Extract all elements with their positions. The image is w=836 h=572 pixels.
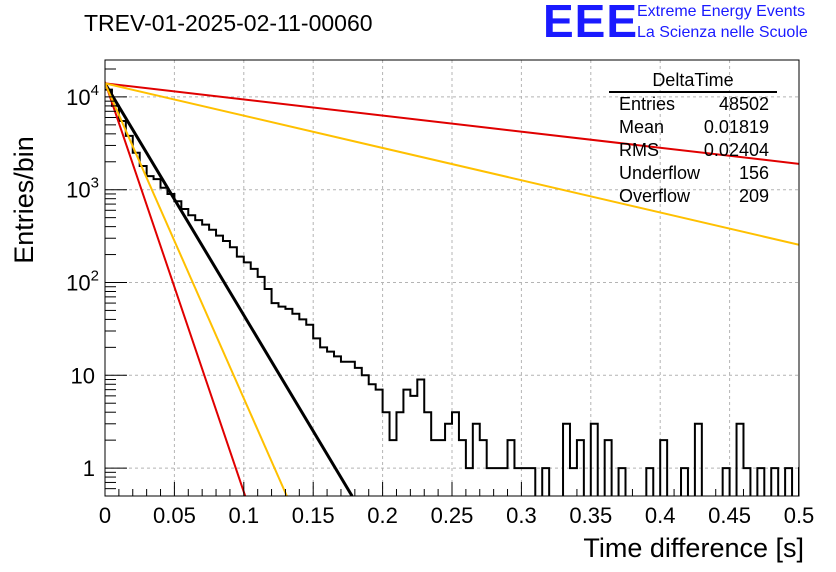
y-tick-label: 10 (71, 363, 95, 388)
stats-row-underflow: Underflow 156 (609, 162, 777, 185)
y-tick-label: 1 (83, 456, 95, 481)
x-tick-label: 0.4 (645, 503, 676, 528)
fit-line (105, 81, 247, 496)
logo-line-2: La Scienza nelle Scuole (637, 24, 808, 41)
x-tick-label: 0.05 (153, 503, 196, 528)
x-tick-label: 0.25 (431, 503, 474, 528)
logo-line-1: Extreme Energy Events (637, 3, 806, 20)
y-tick-label: 103 (66, 175, 99, 203)
eee-logo: EEE (543, 0, 639, 47)
fit-line (105, 82, 799, 165)
x-tick-label: 0.5 (784, 503, 815, 528)
stats-value: 0.01819 (703, 117, 769, 137)
x-tick-label: 0.2 (367, 503, 398, 528)
x-tick-label: 0.1 (229, 503, 260, 528)
stats-box: DeltaTime Entries 48502 Mean 0.01819 RMS 0.… (609, 70, 777, 208)
stats-value: 48502 (718, 94, 769, 114)
chart-title: TREV-01-2025-02-11-00060 (84, 10, 373, 36)
x-tick-label: 0.45 (708, 503, 751, 528)
stats-label: Overflow (619, 186, 691, 206)
y-tick-label: 104 (66, 82, 99, 110)
stats-title: DeltaTime (609, 70, 777, 93)
x-tick-label: 0.3 (506, 503, 537, 528)
fit-line (105, 82, 799, 246)
stats-row-overflow: Overflow 209 (609, 185, 777, 208)
x-tick-label: 0 (99, 503, 111, 528)
y-axis-label-box: Entries/bin (8, 136, 39, 264)
stats-label: Underflow (619, 163, 701, 183)
stats-value: 156 (738, 163, 769, 183)
stats-row-rms: RMS 0.02404 (609, 139, 777, 162)
stats-label: Entries (619, 94, 676, 114)
stats-label: Mean (619, 117, 665, 137)
stats-value: 209 (738, 186, 769, 206)
x-tick-label: 0.35 (569, 503, 612, 528)
fit-line (105, 82, 354, 496)
stats-row-mean: Mean 0.01819 (609, 116, 777, 139)
y-tick-label: 102 (66, 267, 99, 295)
x-axis-label: Time difference [s] (583, 533, 804, 563)
stats-value: 0.02404 (703, 140, 769, 160)
stats-label: RMS (619, 140, 659, 160)
stats-row-entries: Entries 48502 (609, 93, 777, 116)
fit-line (105, 82, 288, 496)
x-tick-label: 0.15 (292, 503, 335, 528)
histogram-line (105, 88, 799, 496)
y-axis-label: Entries/bin (9, 136, 39, 264)
